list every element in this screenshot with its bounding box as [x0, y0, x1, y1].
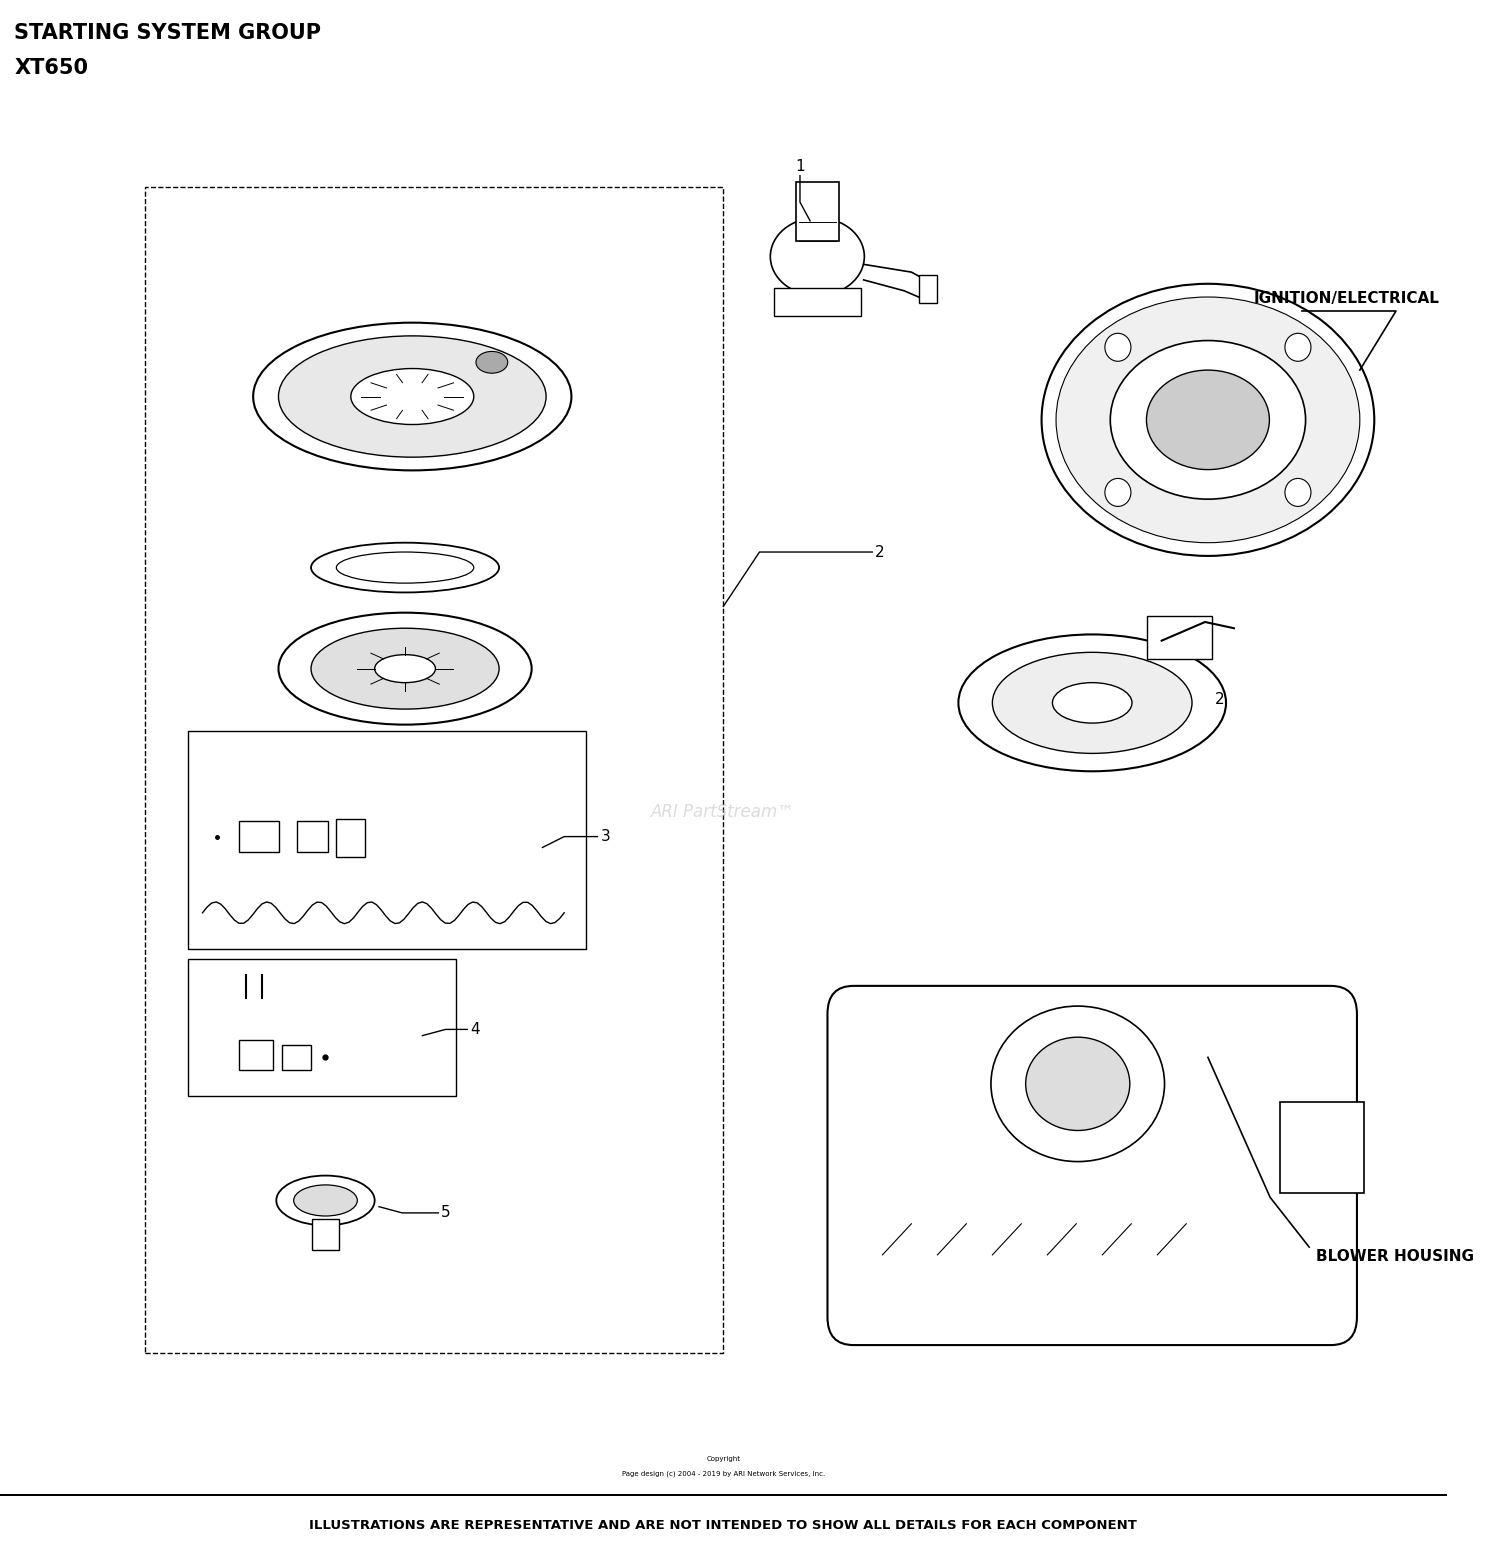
- Ellipse shape: [276, 1176, 375, 1225]
- Ellipse shape: [279, 613, 531, 725]
- Ellipse shape: [310, 543, 500, 592]
- Text: 5: 5: [441, 1205, 452, 1221]
- Ellipse shape: [294, 1185, 357, 1216]
- Ellipse shape: [1056, 297, 1360, 543]
- Bar: [282, 1045, 310, 1070]
- FancyBboxPatch shape: [828, 986, 1358, 1345]
- Circle shape: [1286, 333, 1311, 361]
- Ellipse shape: [375, 655, 435, 683]
- Text: 3: 3: [600, 829, 610, 844]
- Ellipse shape: [1146, 370, 1269, 470]
- Ellipse shape: [1026, 1037, 1130, 1130]
- Text: IGNITION/ELECTRICAL: IGNITION/ELECTRICAL: [1254, 291, 1440, 306]
- Text: ARI PartStream™: ARI PartStream™: [651, 802, 795, 821]
- Text: XT650: XT650: [15, 58, 88, 78]
- Text: 1: 1: [795, 159, 806, 174]
- Ellipse shape: [310, 628, 500, 709]
- Text: 2: 2: [1215, 692, 1225, 708]
- Ellipse shape: [279, 336, 546, 457]
- Ellipse shape: [254, 323, 572, 470]
- Ellipse shape: [958, 634, 1226, 771]
- Ellipse shape: [1110, 341, 1305, 499]
- Bar: [188, 731, 586, 949]
- Text: Copyright: Copyright: [706, 1455, 741, 1462]
- Bar: [918, 275, 938, 303]
- Ellipse shape: [336, 552, 474, 583]
- Bar: [297, 821, 328, 852]
- Bar: [1281, 1102, 1364, 1193]
- Bar: [774, 288, 861, 316]
- Bar: [144, 187, 723, 1353]
- Text: BLOWER HOUSING: BLOWER HOUSING: [1317, 1249, 1474, 1264]
- Bar: [0, 1494, 1446, 1496]
- Text: STARTING SYSTEM GROUP: STARTING SYSTEM GROUP: [15, 23, 321, 44]
- Ellipse shape: [771, 218, 864, 295]
- Ellipse shape: [992, 1006, 1164, 1162]
- Ellipse shape: [993, 653, 1192, 754]
- Bar: [238, 1040, 273, 1070]
- Ellipse shape: [476, 351, 508, 373]
- Ellipse shape: [351, 369, 474, 425]
- Circle shape: [1106, 479, 1131, 507]
- Bar: [312, 1219, 339, 1250]
- Bar: [188, 959, 456, 1096]
- Text: Page design (c) 2004 - 2019 by ARI Network Services, Inc.: Page design (c) 2004 - 2019 by ARI Netwo…: [621, 1471, 825, 1477]
- Bar: [336, 819, 364, 857]
- Text: ILLUSTRATIONS ARE REPRESENTATIVE AND ARE NOT INTENDED TO SHOW ALL DETAILS FOR EA: ILLUSTRATIONS ARE REPRESENTATIVE AND ARE…: [309, 1519, 1137, 1532]
- Bar: [238, 821, 279, 852]
- Bar: [795, 182, 838, 241]
- Text: 2: 2: [874, 544, 885, 560]
- Circle shape: [1286, 479, 1311, 507]
- Circle shape: [1106, 333, 1131, 361]
- Ellipse shape: [1053, 683, 1132, 723]
- Ellipse shape: [1041, 285, 1374, 557]
- Text: 4: 4: [470, 1022, 480, 1037]
- Bar: [1148, 616, 1212, 659]
